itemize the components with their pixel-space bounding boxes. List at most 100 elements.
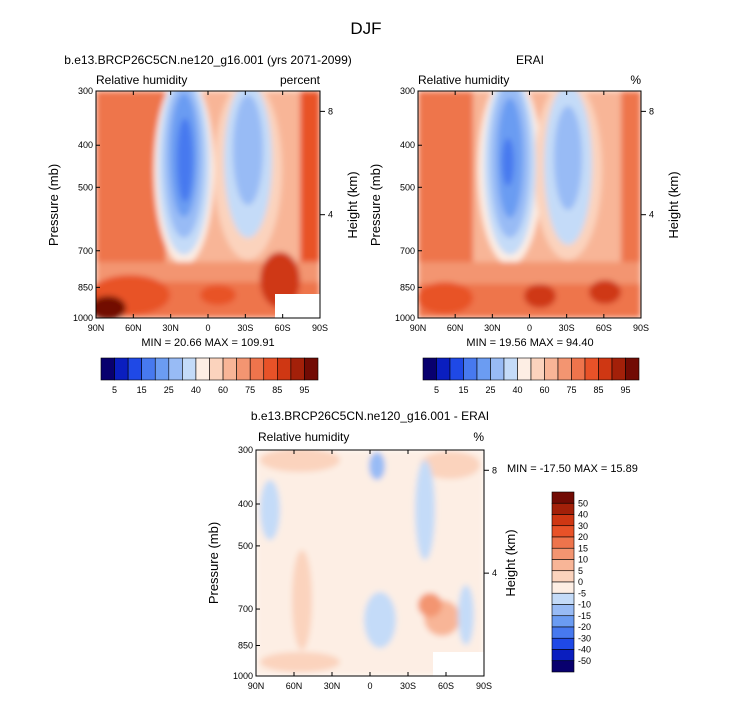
colorbar-label: 95 — [620, 385, 630, 395]
colorbar-label: -15 — [578, 611, 591, 621]
x-tick-label: 90N — [88, 323, 105, 333]
panel-model-axes: 90N 60N 30N 0 30S 60S 90S 300 400 500 700 850 1000 8 4 — [73, 86, 333, 333]
colorbar-box — [263, 357, 278, 381]
panel-diff-axes: 90N 60N 30N 0 30S 60S 90S 300 400 500 700 850 1000 8 4 — [233, 445, 497, 691]
panel-diff-left-title: Relative humidity — [258, 430, 349, 444]
colorbar-box — [551, 559, 575, 572]
colorbar-label: 40 — [512, 385, 522, 395]
y-tick-label: 500 — [400, 182, 415, 192]
colorbar-label: -30 — [578, 633, 591, 643]
colorbar-label: 85 — [593, 385, 603, 395]
panel-erai: ERAI Relative humidity % — [368, 53, 681, 395]
panel-erai-title: ERAI — [516, 53, 544, 67]
y-tick-label: 500 — [238, 541, 253, 551]
colorbar-box — [551, 536, 575, 549]
colorbar-box — [551, 514, 575, 527]
colorbar-label: 25 — [164, 385, 174, 395]
colorbar-box — [100, 357, 115, 381]
x-tick-label: 30N — [484, 323, 501, 333]
panel-model-stats: MIN = 20.66 MAX = 109.91 — [141, 337, 274, 349]
y-tick-label: 300 — [78, 86, 93, 96]
y-tick-label: 700 — [78, 246, 93, 256]
panel-erai-axes: 90N 60N 30N 0 30S 60S 90S 300 400 500 700 850 1000 8 4 — [395, 86, 654, 333]
x-tick-label: 30S — [400, 681, 416, 691]
colorbar-box — [249, 357, 265, 381]
x-tick-label: 60S — [275, 323, 291, 333]
colorbar-label: 95 — [299, 385, 309, 395]
colorbar-box — [463, 357, 478, 381]
colorbar-label: 75 — [245, 385, 255, 395]
right-y-tick-label: 8 — [492, 465, 497, 475]
colorbar-box — [449, 357, 464, 381]
colorbar-label: -10 — [578, 600, 591, 610]
colorbar-label: 40 — [191, 385, 201, 395]
panel-diff-ylabel: Pressure (mb) — [206, 522, 221, 604]
colorbar-box — [290, 357, 305, 381]
x-tick-label: 0 — [205, 323, 210, 333]
colorbar-box — [154, 357, 170, 381]
panel-diff-right-ylabel: Height (km) — [503, 529, 518, 596]
colorbar-label: 85 — [272, 385, 282, 395]
colorbar-label: 15 — [137, 385, 147, 395]
colorbar-box — [436, 357, 451, 381]
y-tick-label: 1000 — [233, 671, 253, 681]
y-tick-label: 300 — [400, 86, 415, 96]
panel-erai-ylabel: Pressure (mb) — [368, 164, 383, 246]
colorbar-box — [571, 357, 586, 381]
x-tick-label: 60N — [447, 323, 464, 333]
panel-model-title: b.e13.BRCP26C5CN.ne120_g16.001 (yrs 2071… — [64, 53, 352, 67]
panel-model-left-title: Relative humidity — [96, 73, 187, 87]
y-tick-label: 400 — [78, 140, 93, 150]
colorbar-box — [544, 357, 559, 381]
x-tick-label: 0 — [367, 681, 372, 691]
figure-title: DJF — [350, 19, 381, 38]
colorbar-label: -50 — [578, 656, 591, 666]
y-tick-label: 700 — [400, 246, 415, 256]
colorbar-box — [127, 357, 142, 381]
y-tick-label: 300 — [238, 445, 253, 455]
colorbar-box — [195, 357, 210, 381]
colorbar-label: 15 — [458, 385, 468, 395]
panel-model-right-title: percent — [280, 73, 321, 87]
colorbar-label: 25 — [485, 385, 495, 395]
colorbar-label: 30 — [578, 521, 588, 531]
panel-erai-stats: MIN = 19.56 MAX = 94.40 — [466, 337, 593, 349]
colorbar-box — [611, 357, 626, 381]
colorbar-box — [557, 357, 572, 381]
x-tick-label: 0 — [527, 323, 532, 333]
colorbar-label: 10 — [578, 555, 588, 565]
panel-model-colorbar: 5 15 25 40 60 75 85 95 — [100, 357, 319, 395]
panel-erai-colorbar: 5 15 25 40 60 75 85 95 — [422, 357, 640, 395]
colorbar-box — [114, 357, 129, 381]
colorbar-box — [551, 491, 575, 504]
right-y-tick-label: 4 — [328, 210, 333, 220]
colorbar-label: 40 — [578, 510, 588, 520]
colorbar-box — [517, 357, 532, 381]
x-tick-label: 30N — [162, 323, 179, 333]
colorbar-box — [551, 592, 575, 605]
colorbar-box — [551, 626, 575, 639]
panel-erai-right-title: % — [630, 73, 641, 87]
panel-diff-contours — [256, 450, 484, 676]
x-tick-label: 90N — [248, 681, 265, 691]
colorbar-box — [209, 357, 224, 381]
colorbar-box — [551, 660, 575, 673]
colorbar-box — [168, 357, 183, 381]
x-tick-label: 90N — [410, 323, 427, 333]
colorbar-box — [476, 357, 491, 381]
y-tick-label: 1000 — [73, 313, 93, 323]
right-y-tick-label: 8 — [328, 106, 333, 116]
colorbar-box — [551, 525, 575, 538]
colorbar-label: 75 — [566, 385, 576, 395]
colorbar-label: 5 — [112, 385, 117, 395]
x-tick-label: 60S — [438, 681, 454, 691]
colorbar-label: 5 — [578, 566, 583, 576]
colorbar-box — [222, 357, 237, 381]
colorbar-label: 50 — [578, 498, 588, 508]
x-tick-label: 30N — [324, 681, 341, 691]
y-tick-label: 850 — [400, 282, 415, 292]
colorbar-label: 20 — [578, 532, 588, 542]
right-y-tick-label: 4 — [649, 210, 654, 220]
